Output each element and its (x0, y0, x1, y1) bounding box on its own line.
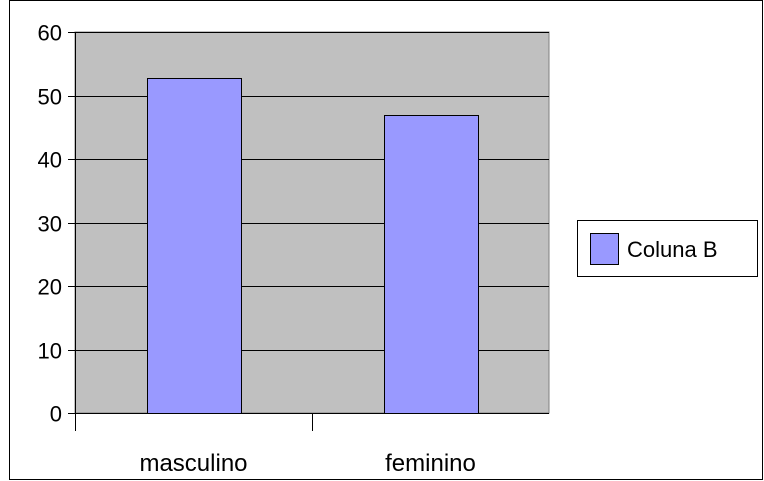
y-tick-label: 20 (38, 275, 62, 300)
x-tick-label: feminino (385, 450, 476, 477)
y-tick-label: 60 (38, 21, 62, 46)
legend-swatch (590, 233, 619, 265)
x-tick-label: masculino (139, 450, 247, 477)
bar (384, 115, 479, 414)
legend-label: Coluna B (627, 237, 718, 262)
y-tick-label: 50 (38, 85, 62, 110)
bar (147, 78, 242, 414)
y-tick-label: 40 (38, 148, 62, 173)
y-tick-label: 10 (38, 339, 62, 364)
y-tick-label: 0 (50, 402, 62, 427)
plot-area: 0 10 20 30 40 50 60 masculino feminino (38, 21, 550, 477)
legend: Coluna B (577, 220, 758, 277)
y-tick-label: 30 (38, 212, 62, 237)
